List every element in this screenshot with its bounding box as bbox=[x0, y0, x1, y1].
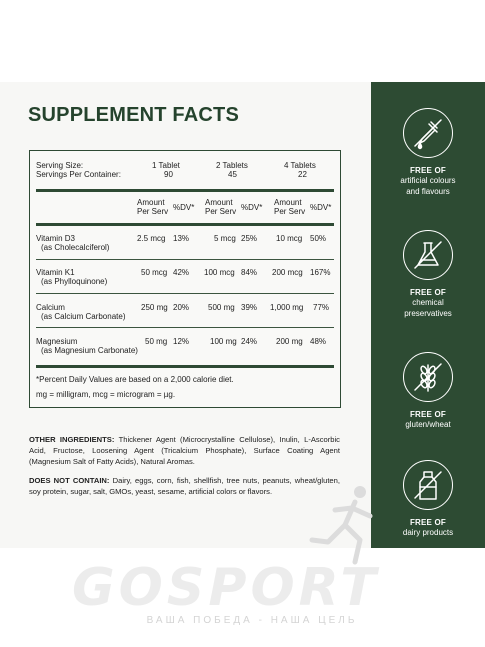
nutrient-dv: 77% bbox=[313, 303, 330, 312]
nutrient-dv: 84% bbox=[241, 268, 258, 277]
divider-thick bbox=[36, 365, 334, 368]
watermark-area bbox=[0, 548, 485, 647]
serving-size-col-3: 4 Tablets bbox=[284, 161, 316, 170]
divider bbox=[36, 259, 334, 260]
runner-logo-icon bbox=[309, 486, 373, 565]
nutrient-name: Vitamin K1 bbox=[36, 268, 75, 277]
ingredients-section: OTHER INGREDIENTS: Thickener Agent (Micr… bbox=[29, 434, 340, 504]
divider bbox=[36, 293, 334, 294]
nutrient-dv: 12% bbox=[173, 337, 190, 346]
nutrient-name: Calcium bbox=[36, 303, 65, 312]
other-ingredients-text: Thickener Agent (Microcrystalline Cellul… bbox=[29, 435, 340, 467]
other-ingredients-label: OTHER INGREDIENTS: bbox=[29, 435, 115, 444]
amount-header-1: Amount bbox=[137, 198, 165, 207]
does-not-contain-text: Dairy, eggs, corn, fish, shellfish, tree… bbox=[29, 475, 340, 496]
dv-header-2: %DV* bbox=[241, 203, 263, 212]
nutrient-dv: 42% bbox=[173, 268, 190, 277]
divider-thick bbox=[36, 189, 334, 192]
nutrient-dv: 24% bbox=[241, 337, 258, 346]
badge-line: dairy products bbox=[402, 528, 454, 537]
per-serv-header-1: Per Serv bbox=[137, 207, 169, 216]
does-not-contain-label: DOES NOT CONTAIN: bbox=[29, 475, 110, 485]
nutrient-name: Vitamin D3 bbox=[36, 234, 75, 243]
nutrient-amount: 5 mcg bbox=[214, 234, 236, 243]
nutrient-amount: 500 mg bbox=[208, 303, 235, 312]
per-serv-header-2: Per Serv bbox=[205, 207, 237, 216]
divider bbox=[36, 327, 334, 328]
badge-gluten-wheat: FREE OF gluten/wheat bbox=[371, 352, 485, 430]
badge-line: gluten/wheat bbox=[405, 420, 451, 429]
nutrient-amount: 100 mg bbox=[210, 337, 237, 346]
nutrient-dv: 167% bbox=[310, 268, 331, 277]
amount-header-3: Amount bbox=[274, 198, 302, 207]
other-ingredients: OTHER INGREDIENTS: Thickener Agent (Micr… bbox=[29, 434, 340, 468]
badge-line: and flavours bbox=[406, 187, 450, 196]
nutrient-source: (as Magnesium Carbonate) bbox=[41, 346, 138, 355]
nutrient-amount: 200 mg bbox=[276, 337, 303, 346]
nutrient-amount: 50 mcg bbox=[141, 268, 168, 277]
serving-size-col-2: 2 Tablets bbox=[216, 161, 248, 170]
wheat-crossed-icon bbox=[403, 352, 453, 402]
nutrient-dv: 13% bbox=[173, 234, 190, 243]
nutrient-dv: 25% bbox=[241, 234, 258, 243]
nutrient-dv: 48% bbox=[310, 337, 327, 346]
nutrient-source: (as Cholecalciferol) bbox=[41, 243, 110, 252]
page-title: SUPPLEMENT FACTS bbox=[28, 104, 239, 126]
badge-line: artificial colours bbox=[400, 176, 456, 185]
divider-thick bbox=[36, 223, 334, 226]
badge-line: chemical bbox=[412, 298, 444, 307]
badge-heading: FREE OF bbox=[409, 410, 447, 419]
nutrient-dv: 39% bbox=[241, 303, 258, 312]
nutrient-dv: 50% bbox=[310, 234, 327, 243]
servings-col-3: 22 bbox=[298, 170, 307, 179]
servings-col-2: 45 bbox=[228, 170, 237, 179]
badge-heading: FREE OF bbox=[409, 166, 447, 175]
badge-line: preservatives bbox=[404, 309, 452, 318]
serving-size-col-1: 1 Tablet bbox=[152, 161, 180, 170]
badge-heading: FREE OF bbox=[409, 288, 447, 297]
dv-header-1: %DV* bbox=[173, 203, 195, 212]
nutrient-amount: 10 mcg bbox=[276, 234, 303, 243]
per-serv-header-3: Per Serv bbox=[274, 207, 306, 216]
does-not-contain: DOES NOT CONTAIN: Dairy, eggs, corn, fis… bbox=[29, 475, 340, 497]
watermark-brand: GOSPORT bbox=[72, 558, 380, 618]
watermark-slogan: ВАША ПОБЕДА - НАША ЦЕЛЬ bbox=[146, 615, 358, 626]
nutrient-dv: 20% bbox=[173, 303, 190, 312]
supplement-facts-table: Serving Size: Servings Per Container: 1 … bbox=[29, 150, 341, 408]
dropper-crossed-icon bbox=[403, 108, 453, 158]
flask-crossed-icon bbox=[403, 230, 453, 280]
nutrient-amount: 200 mcg bbox=[272, 268, 303, 277]
dv-footnote: *Percent Daily Values are based on a 2,0… bbox=[36, 375, 234, 384]
free-of-sidebar: FREE OF artificial colours and flavours … bbox=[371, 82, 485, 566]
nutrient-amount: 2.5 mcg bbox=[137, 234, 166, 243]
nutrient-source: (as Calcium Carbonate) bbox=[41, 312, 126, 321]
badge-dairy-products: FREE OF dairy products bbox=[371, 460, 485, 538]
nutrient-amount: 250 mg bbox=[141, 303, 168, 312]
servings-per-container-label: Servings Per Container: bbox=[36, 170, 121, 179]
dv-header-3: %DV* bbox=[310, 203, 332, 212]
nutrient-source: (as Phylloquinone) bbox=[41, 277, 108, 286]
milk-bottle-crossed-icon bbox=[403, 460, 453, 510]
badge-chemical-preservatives: FREE OF chemical preservatives bbox=[371, 230, 485, 319]
badge-artificial-colours: FREE OF artificial colours and flavours bbox=[371, 108, 485, 197]
nutrient-amount: 50 mg bbox=[145, 337, 168, 346]
nutrient-name: Magnesium bbox=[36, 337, 78, 346]
nutrient-amount: 100 mcg bbox=[204, 268, 235, 277]
badge-heading: FREE OF bbox=[409, 518, 447, 527]
nutrient-amount: 1,000 mg bbox=[270, 303, 304, 312]
serving-size-label: Serving Size: bbox=[36, 161, 84, 170]
amount-header-2: Amount bbox=[205, 198, 233, 207]
servings-col-1: 90 bbox=[164, 170, 173, 179]
units-footnote: mg = milligram, mcg = microgram = µg. bbox=[36, 390, 176, 399]
